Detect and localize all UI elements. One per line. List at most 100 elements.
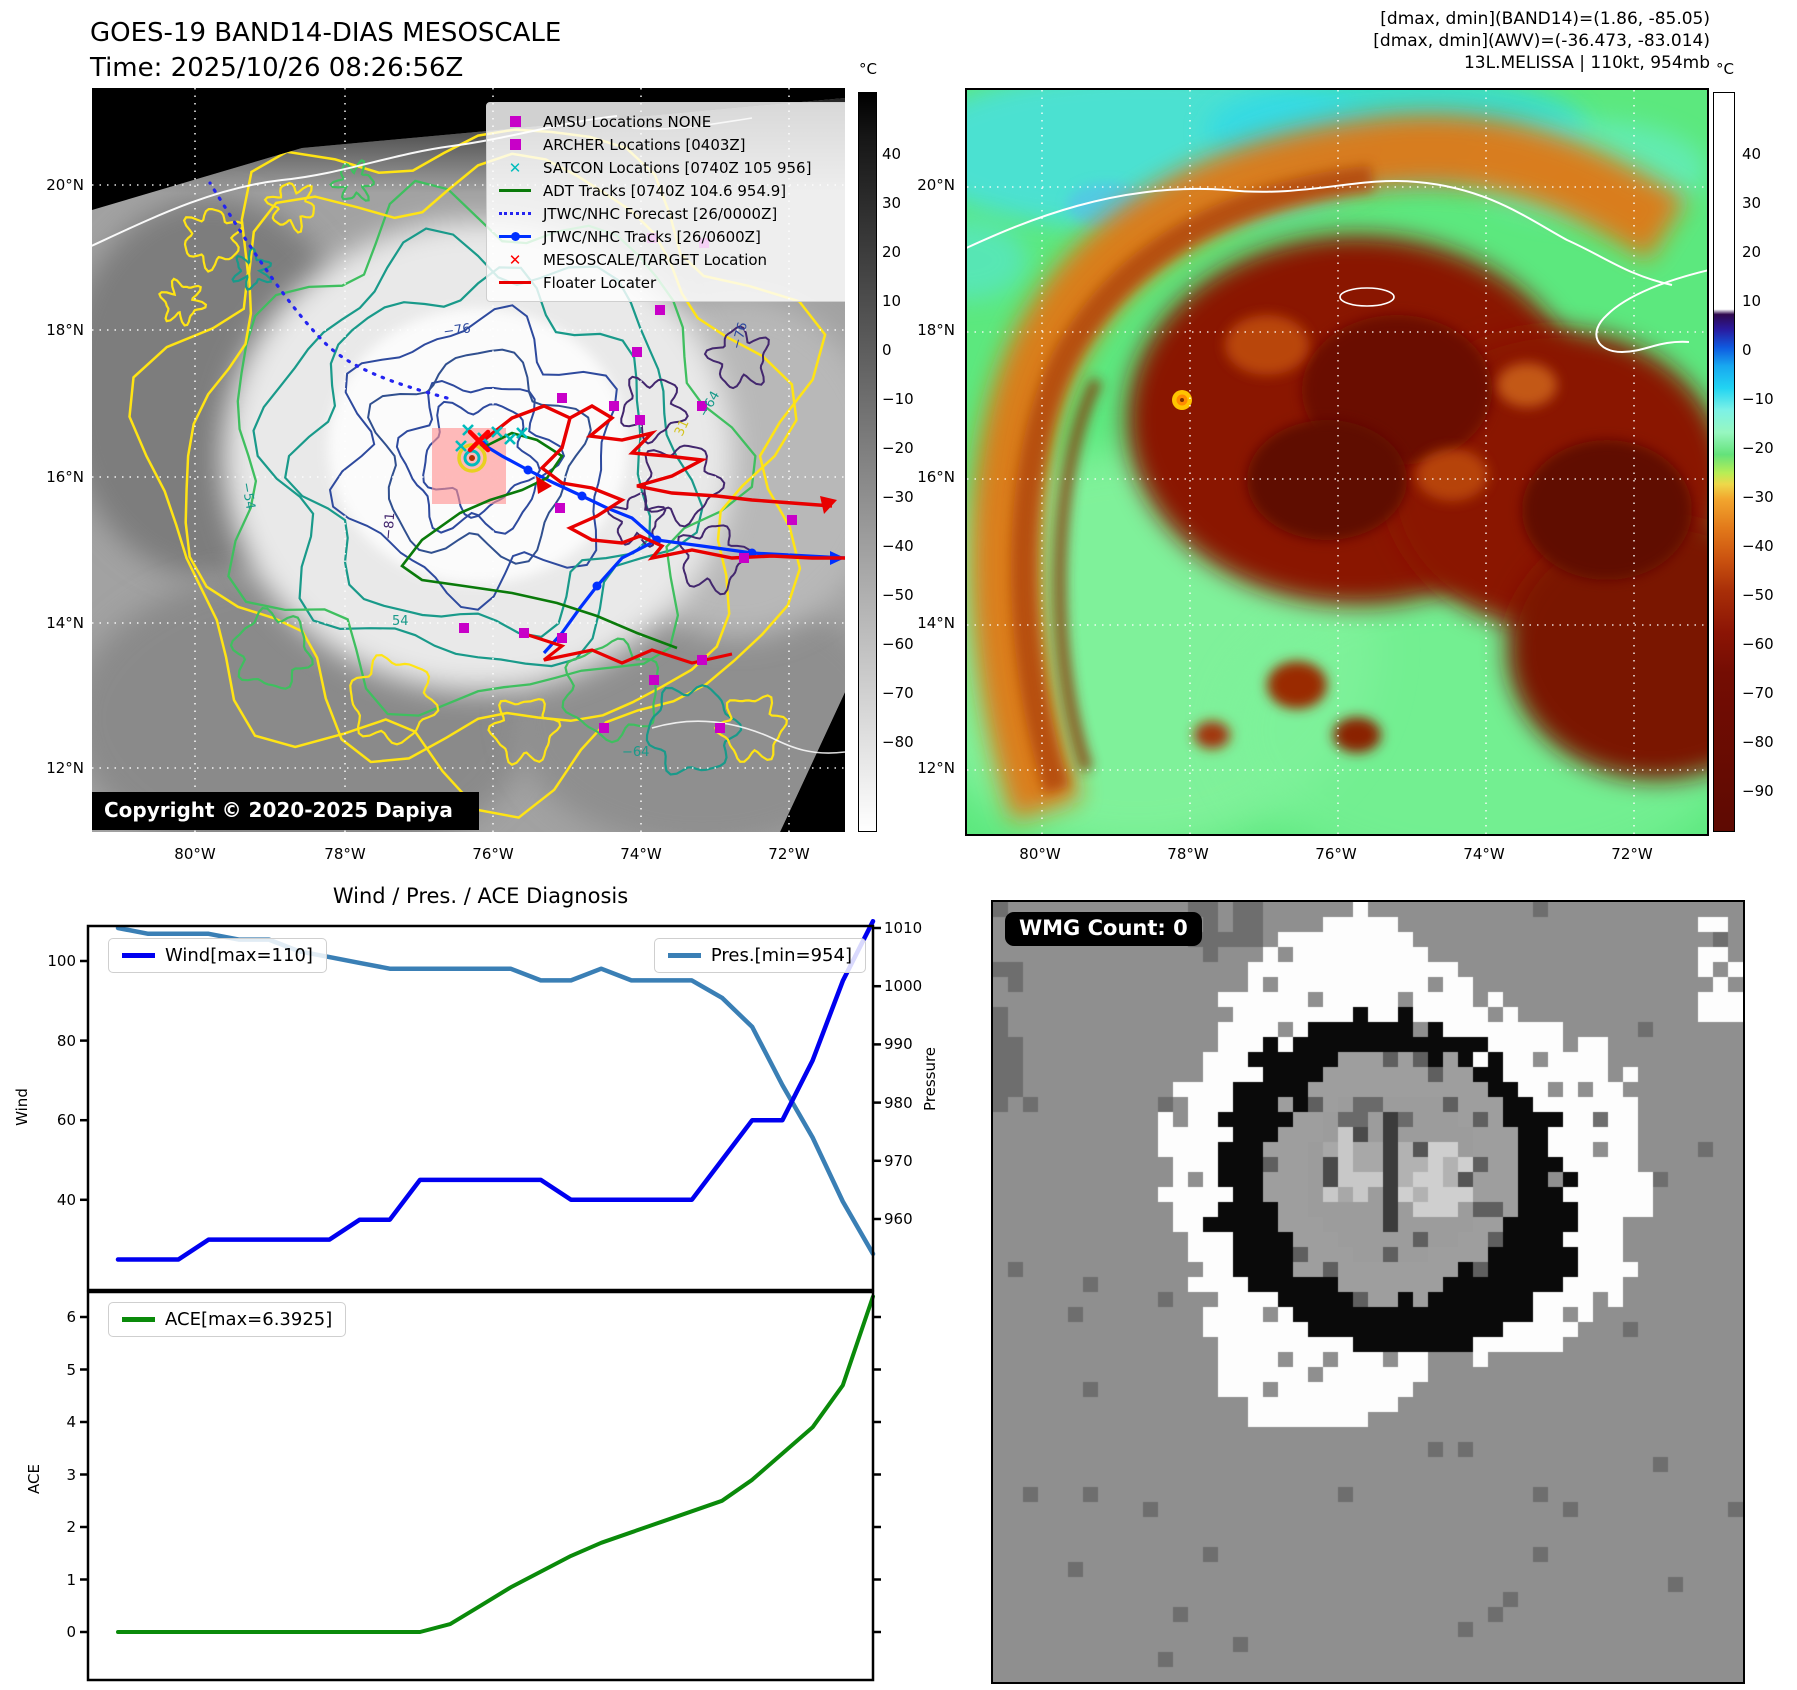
haiti-coastline — [1595, 269, 1707, 354]
floater-arrowhead — [820, 496, 837, 514]
copyright-label: Copyright © 2020-2025 Dapiya — [92, 792, 479, 830]
right-colorbar-tick: −20 — [1742, 439, 1774, 457]
left-map-lat-tick: 14°N — [46, 614, 84, 632]
pressure-tick-label: 1010 — [884, 919, 923, 937]
outer-rainband — [970, 113, 1687, 822]
floater-track-c — [521, 631, 733, 665]
pressure-legend-swatch — [667, 953, 701, 958]
right-colorbar-tick: −40 — [1742, 537, 1774, 555]
left-map-lat-tick: 16°N — [46, 468, 84, 486]
left-colorbar-tick: −30 — [882, 488, 914, 506]
pressure-tick-label: 990 — [884, 1035, 913, 1054]
right-map-lat-tick: 16°N — [917, 468, 955, 486]
wind-tick-label: 60 — [56, 1111, 76, 1130]
wind-axis-label: Wind — [13, 1088, 31, 1126]
left-colorbar — [858, 92, 877, 832]
x-icon: ✕ — [508, 158, 522, 177]
right-map-lat-tick: 18°N — [917, 321, 955, 339]
hurricane-eye — [1172, 390, 1192, 410]
left-colorbar-tick: −70 — [882, 684, 914, 702]
left-map-lat-tick: 18°N — [46, 321, 84, 339]
left-colorbar-tick: −10 — [882, 390, 914, 408]
right-colorbar-tick: −30 — [1742, 488, 1774, 506]
cuba-coastline — [967, 179, 1673, 286]
right-map-lon-tick: 80°W — [1019, 845, 1061, 863]
legend-item-label: JTWC/NHC Forecast [26/0000Z] — [543, 204, 778, 223]
right-colorbar-tick: 30 — [1742, 194, 1762, 212]
header-info-block: [dmax, dmin](BAND14)=(1.86, -85.05) [dma… — [1373, 8, 1710, 74]
wind-pressure-chart — [80, 918, 881, 1292]
right-colorbar-tick: 0 — [1742, 341, 1752, 359]
x-icon: ✕ — [508, 250, 522, 269]
left-colorbar-tick: −50 — [882, 586, 914, 604]
legend-item-label: ARCHER Locations [0403Z] — [543, 135, 746, 154]
left-map-lon-tick: 74°W — [620, 845, 662, 863]
ace-chart — [80, 1290, 881, 1682]
legend-item: ARCHER Locations [0403Z] — [495, 133, 845, 156]
pressure-tick-label: 980 — [884, 1093, 913, 1112]
left-map-lat-tick: 20°N — [46, 176, 84, 194]
ace-tick-label: 5 — [66, 1360, 76, 1379]
right-colorbar-tick: 20 — [1742, 243, 1762, 261]
legend-item: AMSU Locations NONE — [495, 110, 845, 133]
central-dense-overcast — [1127, 235, 1707, 780]
wind-tick-label: 100 — [47, 952, 76, 970]
line-dot-icon — [495, 232, 535, 241]
floater-track-b — [539, 417, 845, 561]
left-map-lon-tick: 76°W — [472, 845, 514, 863]
right-map-lat-tick: 20°N — [917, 176, 955, 194]
title-line2: Time: 2025/10/26 08:26:56Z — [90, 53, 464, 83]
legend-item-label: ADT Tracks [0740Z 104.6 954.9] — [543, 181, 787, 200]
right-colorbar-tick: −60 — [1742, 635, 1774, 653]
left-colorbar-tick: 30 — [882, 194, 902, 212]
legend-item: Floater Locater — [495, 271, 845, 294]
legend-item: ADT Tracks [0740Z 104.6 954.9] — [495, 179, 845, 202]
jtwc-track — [542, 538, 845, 655]
right-colorbar-tick: 40 — [1742, 145, 1762, 163]
right-map-lat-tick: 14°N — [917, 614, 955, 632]
wind-legend-label: Wind[max=110] — [165, 945, 313, 966]
left-map-lon-tick: 78°W — [324, 845, 366, 863]
left-colorbar-tick: −40 — [882, 537, 914, 555]
awv-color-ir-map — [965, 88, 1709, 836]
legend-item-label: SATCON Locations [0740Z 105 956] — [543, 158, 812, 177]
right-colorbar-tick: −10 — [1742, 390, 1774, 408]
left-map-lat-tick: 12°N — [46, 759, 84, 777]
adt-track — [400, 431, 678, 650]
left-colorbar-tick: 20 — [882, 243, 902, 261]
right-map-lat-tick: 12°N — [917, 759, 955, 777]
right-colorbar-tick: −90 — [1742, 782, 1774, 800]
map-legend: AMSU Locations NONE ARCHER Locations [040… — [486, 102, 845, 302]
right-map-lon-tick: 74°W — [1463, 845, 1505, 863]
wind-tick-label: 80 — [56, 1031, 76, 1050]
ace-tick-label: 3 — [66, 1465, 76, 1484]
info-storm-id: 13L.MELISSA | 110kt, 954mb — [1463, 53, 1710, 73]
right-map-lon-tick: 78°W — [1167, 845, 1209, 863]
right-map-lon-tick: 76°W — [1315, 845, 1357, 863]
right-colorbar-tick: 10 — [1742, 292, 1762, 310]
svg-text:−81: −81 — [381, 512, 398, 541]
left-colorbar-tick: 0 — [882, 341, 892, 359]
ace-legend-label: ACE[max=6.3925] — [165, 1309, 333, 1330]
jamaica-coastline — [1339, 287, 1395, 307]
title-line1: GOES-19 BAND14-DIAS MESOSCALE — [90, 18, 562, 48]
jtwc-track-inner — [483, 443, 659, 542]
ace-tick-label: 1 — [66, 1570, 76, 1589]
mesoscale-target-x — [467, 429, 491, 453]
left-colorbar-tick: −20 — [882, 439, 914, 457]
left-map-lon-tick: 72°W — [768, 845, 810, 863]
legend-item: ✕ SATCON Locations [0740Z 105 956] — [495, 156, 845, 179]
mesoscale-target-box — [432, 428, 506, 504]
svg-text:−64: −64 — [622, 745, 649, 760]
left-colorbar-tick: −80 — [882, 733, 914, 751]
square-icon — [495, 139, 535, 150]
floater-arrowhead — [536, 476, 552, 494]
svg-text:−76: −76 — [729, 321, 751, 351]
ace-tick-label: 0 — [66, 1623, 76, 1641]
legend-item: ✕ MESOSCALE/TARGET Location — [495, 248, 845, 271]
pressure-tick-label: 970 — [884, 1151, 913, 1170]
svg-text:−76: −76 — [442, 321, 471, 340]
pressure-tick-label: 960 — [884, 1210, 913, 1228]
wmg-count-badge: WMG Count: 0 — [1005, 912, 1202, 946]
